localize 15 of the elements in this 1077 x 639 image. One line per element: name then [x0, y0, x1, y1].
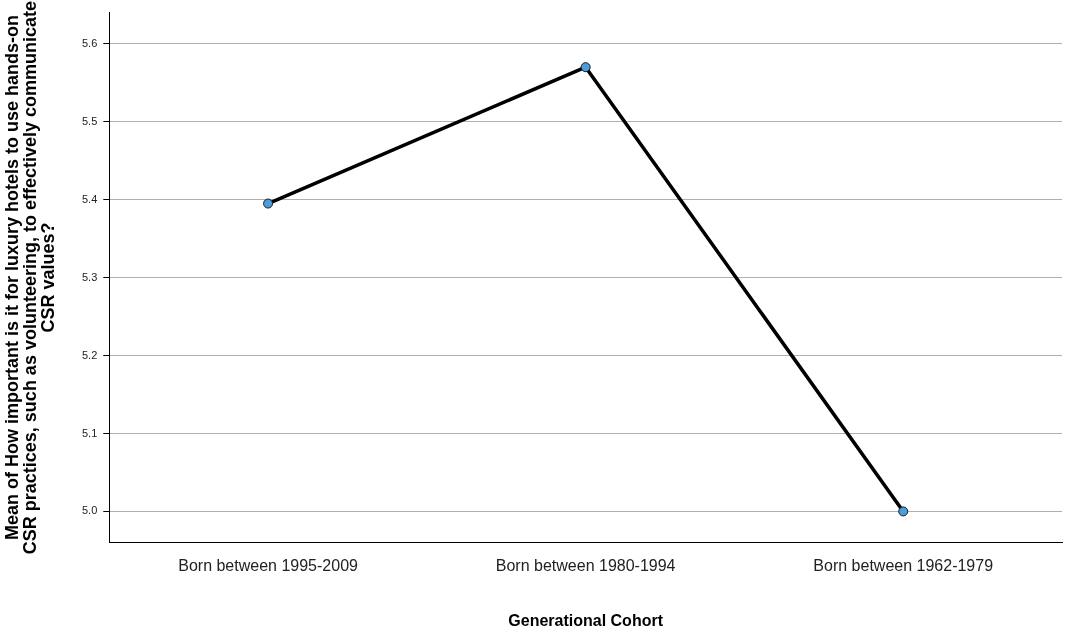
y-axis-title: Mean of How important is it for luxury hotels to use hands-on CSR practices, such as volunteering, to effectively communicate CSR values? [1, 1, 58, 555]
y-tick-label: 5.3 [81, 270, 98, 283]
x-tick-label: Born between 1980-1994 [495, 556, 676, 574]
y-tick-label: 5.1 [81, 426, 98, 439]
y-tick-label: 5.5 [81, 114, 98, 127]
x-tick-label: Born between 1995-2009 [178, 556, 359, 574]
point [898, 506, 909, 517]
x-axis-title: Generational Cohort [508, 611, 664, 629]
point [580, 62, 591, 73]
point [263, 198, 274, 209]
y-tick-label: 5.2 [81, 348, 98, 361]
y-tick-label: 5.4 [81, 192, 98, 205]
y-tick-label: 5.0 [81, 504, 98, 517]
x-tick-label: Born between 1962-1979 [813, 556, 994, 574]
y-tick-label: 5.6 [81, 36, 98, 49]
